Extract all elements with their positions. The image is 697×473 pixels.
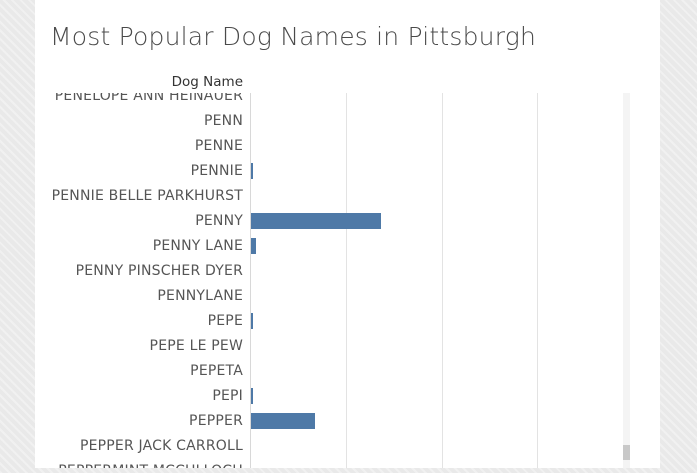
vertical-scrollbar[interactable] <box>623 93 630 468</box>
bar-mark[interactable] <box>251 163 253 179</box>
table-row[interactable]: PEPE LE PEW <box>35 335 630 360</box>
dog-name-label: PENNIE BELLE PARKHURST <box>51 188 243 204</box>
table-row[interactable]: PENNYLANE <box>35 285 630 310</box>
table-row[interactable]: PENNE <box>35 135 630 160</box>
bar-mark[interactable] <box>251 413 315 429</box>
gridline <box>537 93 538 468</box>
table-row[interactable]: PEPPER <box>35 410 630 435</box>
dog-name-label: PEPPERMINT MCCULLOCH <box>58 463 243 468</box>
dog-name-label: PENNY LANE <box>152 238 243 254</box>
dog-name-label: PEPE <box>207 313 243 329</box>
bar-mark[interactable] <box>251 213 381 229</box>
bar-mark[interactable] <box>251 313 253 329</box>
bar-mark[interactable] <box>251 238 256 254</box>
dog-name-label: PEPETA <box>190 363 243 379</box>
dog-name-label: PENNYLANE <box>157 288 243 304</box>
table-row[interactable]: PENNY PINSCHER DYER <box>35 260 630 285</box>
dog-name-label: PENNE <box>194 138 243 154</box>
table-row[interactable]: PEPPERMINT MCCULLOCH <box>35 460 630 468</box>
dog-name-label: PENELOPE ANN HEINAUER <box>54 93 243 104</box>
table-row[interactable]: PEPPER JACK CARROLL <box>35 435 630 460</box>
dog-name-label: PENN <box>203 113 243 129</box>
dog-name-label: PEPI <box>212 388 243 404</box>
table-row[interactable]: PEPETA <box>35 360 630 385</box>
table-row[interactable]: PEPE <box>35 310 630 335</box>
dog-name-label: PEPPER JACK CARROLL <box>79 438 243 454</box>
dog-name-label: PENNY <box>195 213 243 229</box>
dog-name-label: PEPE LE PEW <box>149 338 243 354</box>
dog-name-column-header[interactable]: Dog Name <box>171 74 243 90</box>
gridline <box>346 93 347 468</box>
scrollbar-thumb[interactable] <box>623 445 630 460</box>
chart-card: Most Popular Dog Names in Pittsburgh Dog… <box>35 0 660 468</box>
bar-chart-plot[interactable]: PENELOPE ANN HEINAUER PENN PENNE PENNIE PENN… <box>35 93 630 468</box>
table-row[interactable]: PEPI <box>35 385 630 410</box>
dog-name-label: PENNY PINSCHER DYER <box>75 263 243 279</box>
bar-mark[interactable] <box>251 388 253 404</box>
table-row[interactable]: PENNY LANE <box>35 235 630 260</box>
dog-name-label: PEPPER <box>189 413 243 429</box>
gridline <box>442 93 443 468</box>
table-row[interactable]: PENNIE BELLE PARKHURST <box>35 185 630 210</box>
table-row[interactable]: PENN <box>35 110 630 135</box>
table-row[interactable]: PENELOPE ANN HEINAUER <box>35 93 630 110</box>
axis-line <box>250 93 251 468</box>
dog-name-label: PENNIE <box>190 163 243 179</box>
table-row[interactable]: PENNIE <box>35 160 630 185</box>
table-row[interactable]: PENNY <box>35 210 630 235</box>
page-title: Most Popular Dog Names in Pittsburgh <box>50 22 536 51</box>
